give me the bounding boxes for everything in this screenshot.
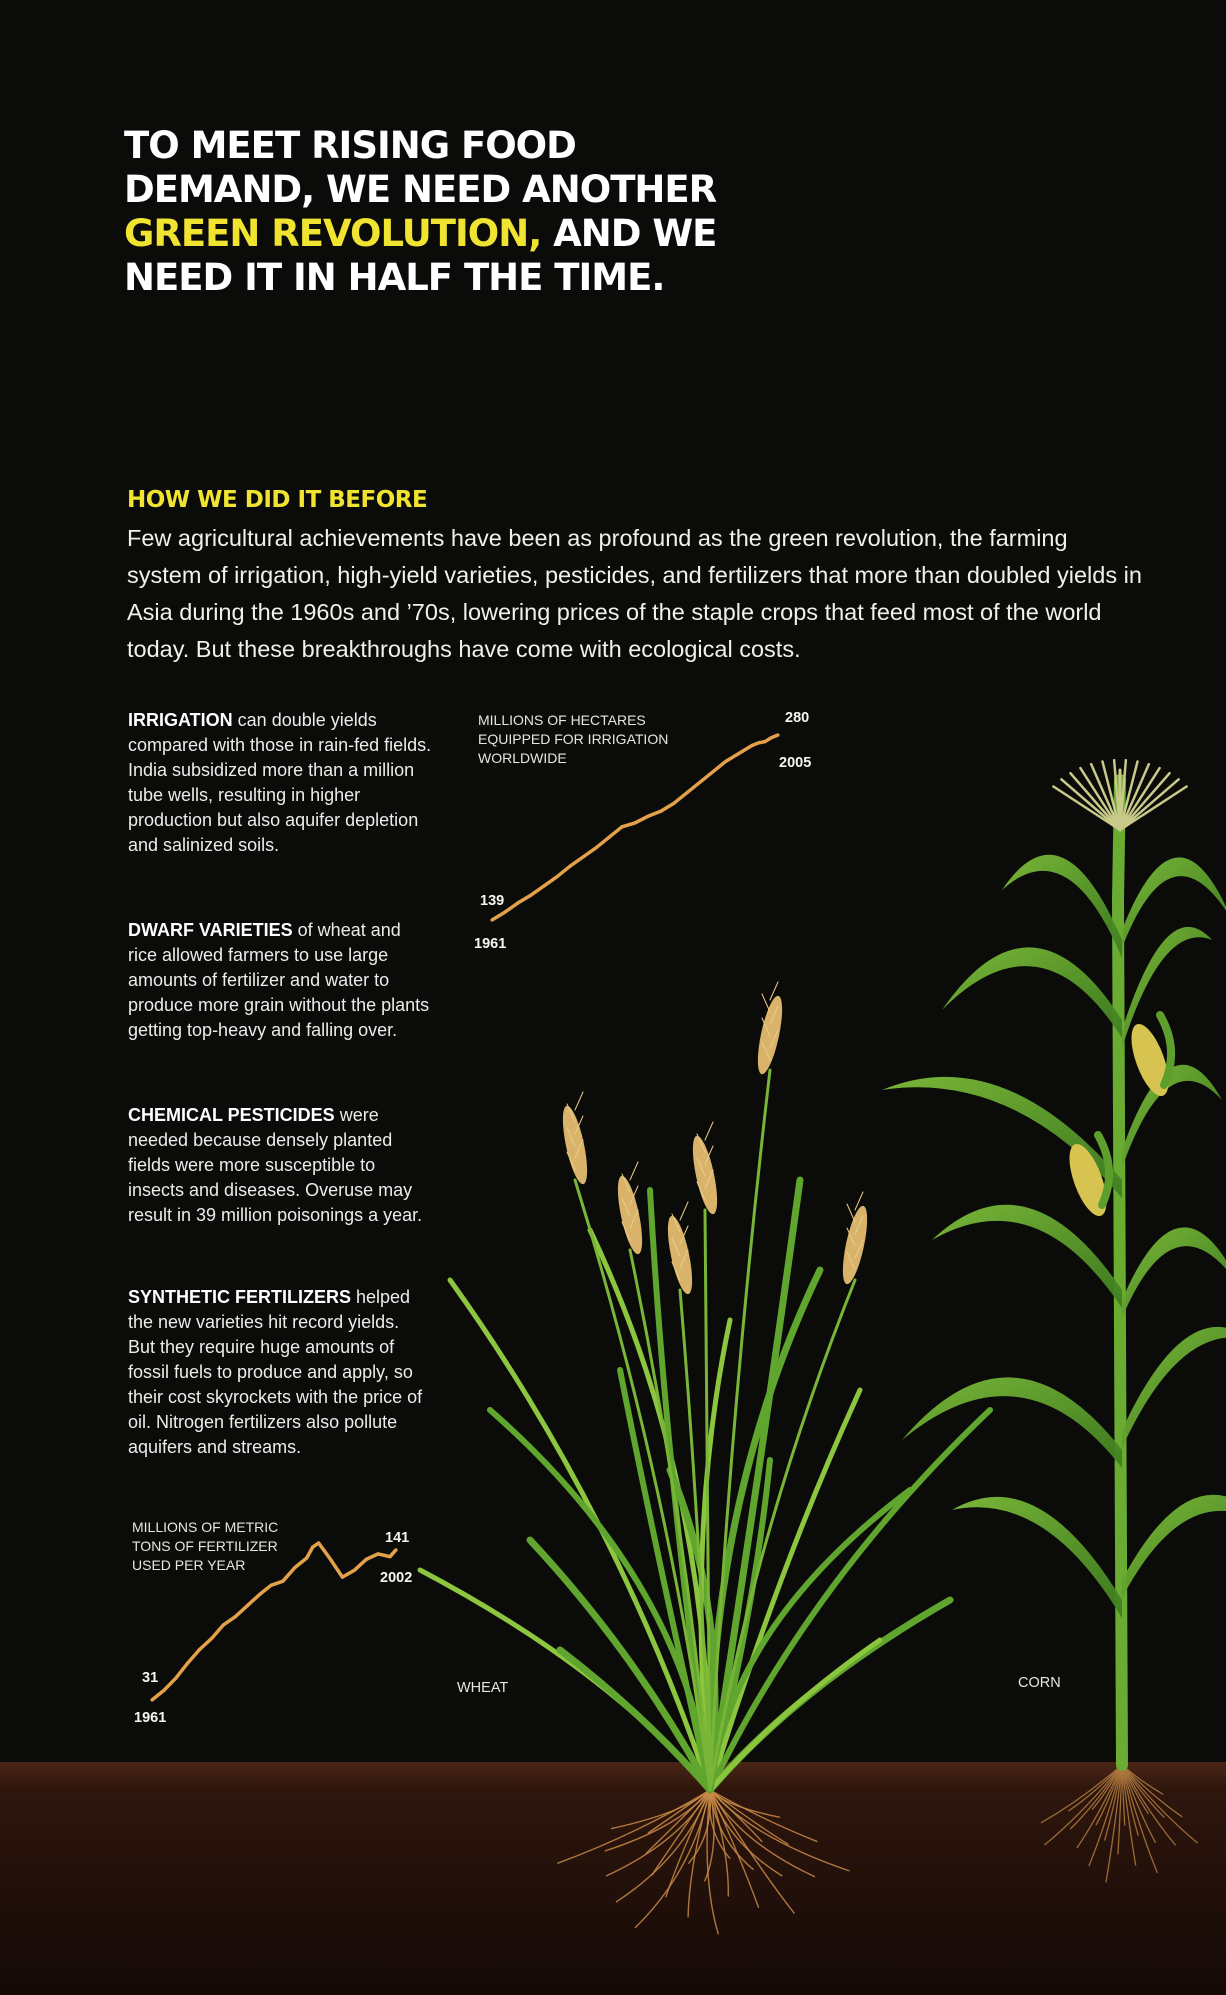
data-point — [245, 1604, 249, 1608]
data-point — [364, 1557, 368, 1561]
data-point — [186, 1661, 190, 1665]
soil — [0, 1762, 1226, 1995]
data-point — [685, 791, 689, 795]
corn-label: CORN — [1018, 1675, 1061, 1691]
wheat-plant — [417, 981, 993, 1935]
data-point — [529, 893, 533, 897]
data-point — [516, 901, 520, 905]
data-point — [394, 1548, 398, 1552]
intro-paragraph: Few agricultural achievements have been … — [127, 525, 1142, 662]
data-point — [769, 736, 774, 740]
note-lead: DWARF VARIETIES — [128, 920, 293, 940]
data-point — [174, 1676, 178, 1680]
irrigation-end-value: 280 — [785, 710, 810, 726]
headline-line-4: NEED IT IN HALF THE TIME. — [124, 256, 665, 299]
data-point — [555, 875, 559, 879]
data-point — [490, 918, 494, 922]
data-point — [150, 1698, 154, 1702]
data-point — [322, 1549, 327, 1553]
irrigation-start-value: 139 — [480, 893, 505, 909]
data-point — [620, 825, 624, 829]
headline: TO MEET RISING FOOD DEMAND, WE NEED ANOT… — [124, 124, 804, 300]
data-point — [269, 1583, 273, 1587]
data-point — [198, 1647, 202, 1652]
data-point — [221, 1623, 226, 1627]
data-point — [209, 1636, 214, 1641]
data-point — [542, 884, 546, 888]
fertilizer-start-value: 31 — [142, 1670, 159, 1686]
data-point — [162, 1688, 166, 1693]
data-point — [376, 1552, 380, 1556]
data-point — [633, 821, 637, 825]
data-point — [672, 801, 676, 805]
data-point — [659, 809, 663, 813]
data-point — [281, 1579, 285, 1583]
note-lead: CHEMICAL PESTICIDES — [128, 1105, 335, 1125]
fertilizer-end-year: 2002 — [380, 1570, 413, 1586]
fertilizer-chart-title: MILLIONS OF METRIC TONS OF FERTILIZER US… — [132, 1519, 279, 1573]
irrigation-chart-title: MILLIONS OF HECTARES EQUIPPED FOR IRRIGA… — [478, 712, 669, 766]
data-point — [305, 1556, 309, 1560]
fertilizer-end-value: 141 — [385, 1530, 410, 1546]
note-text: of wheat and rice allowed farmers to use… — [128, 920, 430, 1040]
irrigation-end-year: 2005 — [779, 755, 812, 771]
note-synthetic-fertilizers: SYNTHETIC FERTILIZERS helped the new var… — [128, 1285, 428, 1460]
irrigation-line-chart — [490, 733, 780, 922]
data-point — [293, 1565, 297, 1570]
note-text: were needed because densely planted fiel… — [128, 1105, 423, 1225]
headline-line-2: DEMAND, WE NEED ANOTHER — [124, 168, 717, 211]
data-point — [594, 846, 598, 850]
data-point — [763, 739, 767, 744]
note-dwarf-varieties: DWARF VARIETIES of wheat and rice allowe… — [128, 918, 433, 1043]
fertilizer-line-chart — [150, 1541, 398, 1702]
note-lead: SYNTHETIC FERTILIZERS — [128, 1287, 352, 1307]
data-point — [724, 759, 728, 763]
data-point — [711, 770, 715, 774]
data-point — [646, 814, 650, 818]
note-chemical-pesticides: CHEMICAL PESTICIDES were needed because … — [128, 1103, 423, 1228]
data-point — [581, 855, 585, 859]
headline-line-3-rest: AND WE — [541, 212, 717, 255]
data-point — [352, 1568, 356, 1572]
headline-line-1: TO MEET RISING FOOD — [124, 124, 577, 167]
data-point — [568, 864, 572, 868]
data-point — [737, 751, 741, 755]
data-point — [317, 1541, 321, 1545]
headline-line-3: GREEN REVOLUTION, AND WE — [124, 212, 804, 256]
headline-highlight: GREEN REVOLUTION, — [124, 212, 542, 255]
note-irrigation: IRRIGATION can double yields compared wi… — [128, 708, 433, 858]
data-point — [328, 1557, 333, 1561]
data-point — [257, 1593, 261, 1597]
section-title: HOW WE DID IT BEFORE — [127, 487, 428, 513]
data-point — [311, 1545, 315, 1549]
data-point — [750, 743, 754, 748]
data-point — [233, 1615, 237, 1619]
data-point — [776, 733, 780, 737]
data-point — [607, 835, 611, 839]
note-lead: IRRIGATION — [128, 710, 233, 730]
note-text: helped the new varieties hit record yiel… — [128, 1287, 423, 1457]
fertilizer-start-year: 1961 — [134, 1710, 167, 1726]
data-point — [388, 1555, 392, 1559]
wheat-label: WHEAT — [457, 1680, 509, 1696]
corn-plant — [882, 758, 1226, 1883]
series-line — [491, 733, 779, 922]
data-point — [503, 910, 507, 914]
irrigation-start-year: 1961 — [474, 936, 507, 952]
note-text: can double yields compared with those in… — [128, 710, 432, 855]
data-point — [756, 741, 761, 745]
series-line — [150, 1541, 398, 1702]
data-point — [340, 1575, 345, 1579]
data-point — [698, 780, 702, 784]
